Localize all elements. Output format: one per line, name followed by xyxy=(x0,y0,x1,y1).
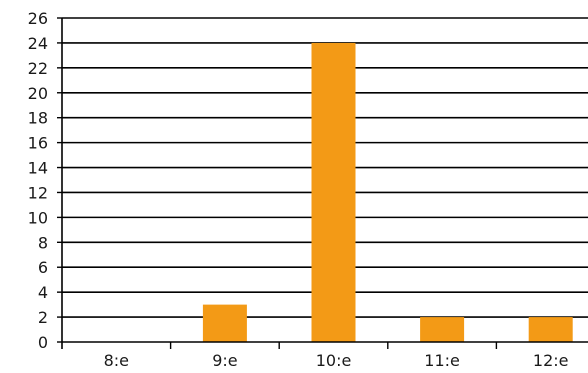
x-axis-ticks: 8:e 9:e 10:e 11:e 12:e xyxy=(104,342,569,370)
y-tick-label: 20 xyxy=(28,84,48,103)
y-tick-label: 12 xyxy=(28,183,48,202)
y-tick-label: 24 xyxy=(28,34,48,53)
bar-10:e xyxy=(311,42,356,343)
y-tick-label: 2 xyxy=(38,308,48,327)
y-tick-label: 10 xyxy=(28,208,48,227)
y-tick-label: 26 xyxy=(28,9,48,28)
x-tick-label: 12:e xyxy=(533,351,569,370)
y-tick-label: 18 xyxy=(28,109,48,128)
bar-12:e xyxy=(528,317,573,342)
bar-11:e xyxy=(420,317,465,342)
x-tick-label: 10:e xyxy=(316,351,352,370)
y-tick-label: 22 xyxy=(28,59,48,78)
y-tick-label: 0 xyxy=(38,333,48,352)
y-tick-label: 6 xyxy=(38,258,48,277)
axes xyxy=(61,18,588,349)
y-tick-label: 4 xyxy=(38,283,48,302)
y-tick-label: 16 xyxy=(28,134,48,153)
x-tick-label: 11:e xyxy=(424,351,460,370)
bars xyxy=(202,42,573,343)
y-tick-label: 14 xyxy=(28,159,48,178)
x-tick-label: 8:e xyxy=(104,351,129,370)
x-tick-label: 9:e xyxy=(212,351,237,370)
y-tick-label: 8 xyxy=(38,233,48,252)
bar-9:e xyxy=(202,304,247,342)
